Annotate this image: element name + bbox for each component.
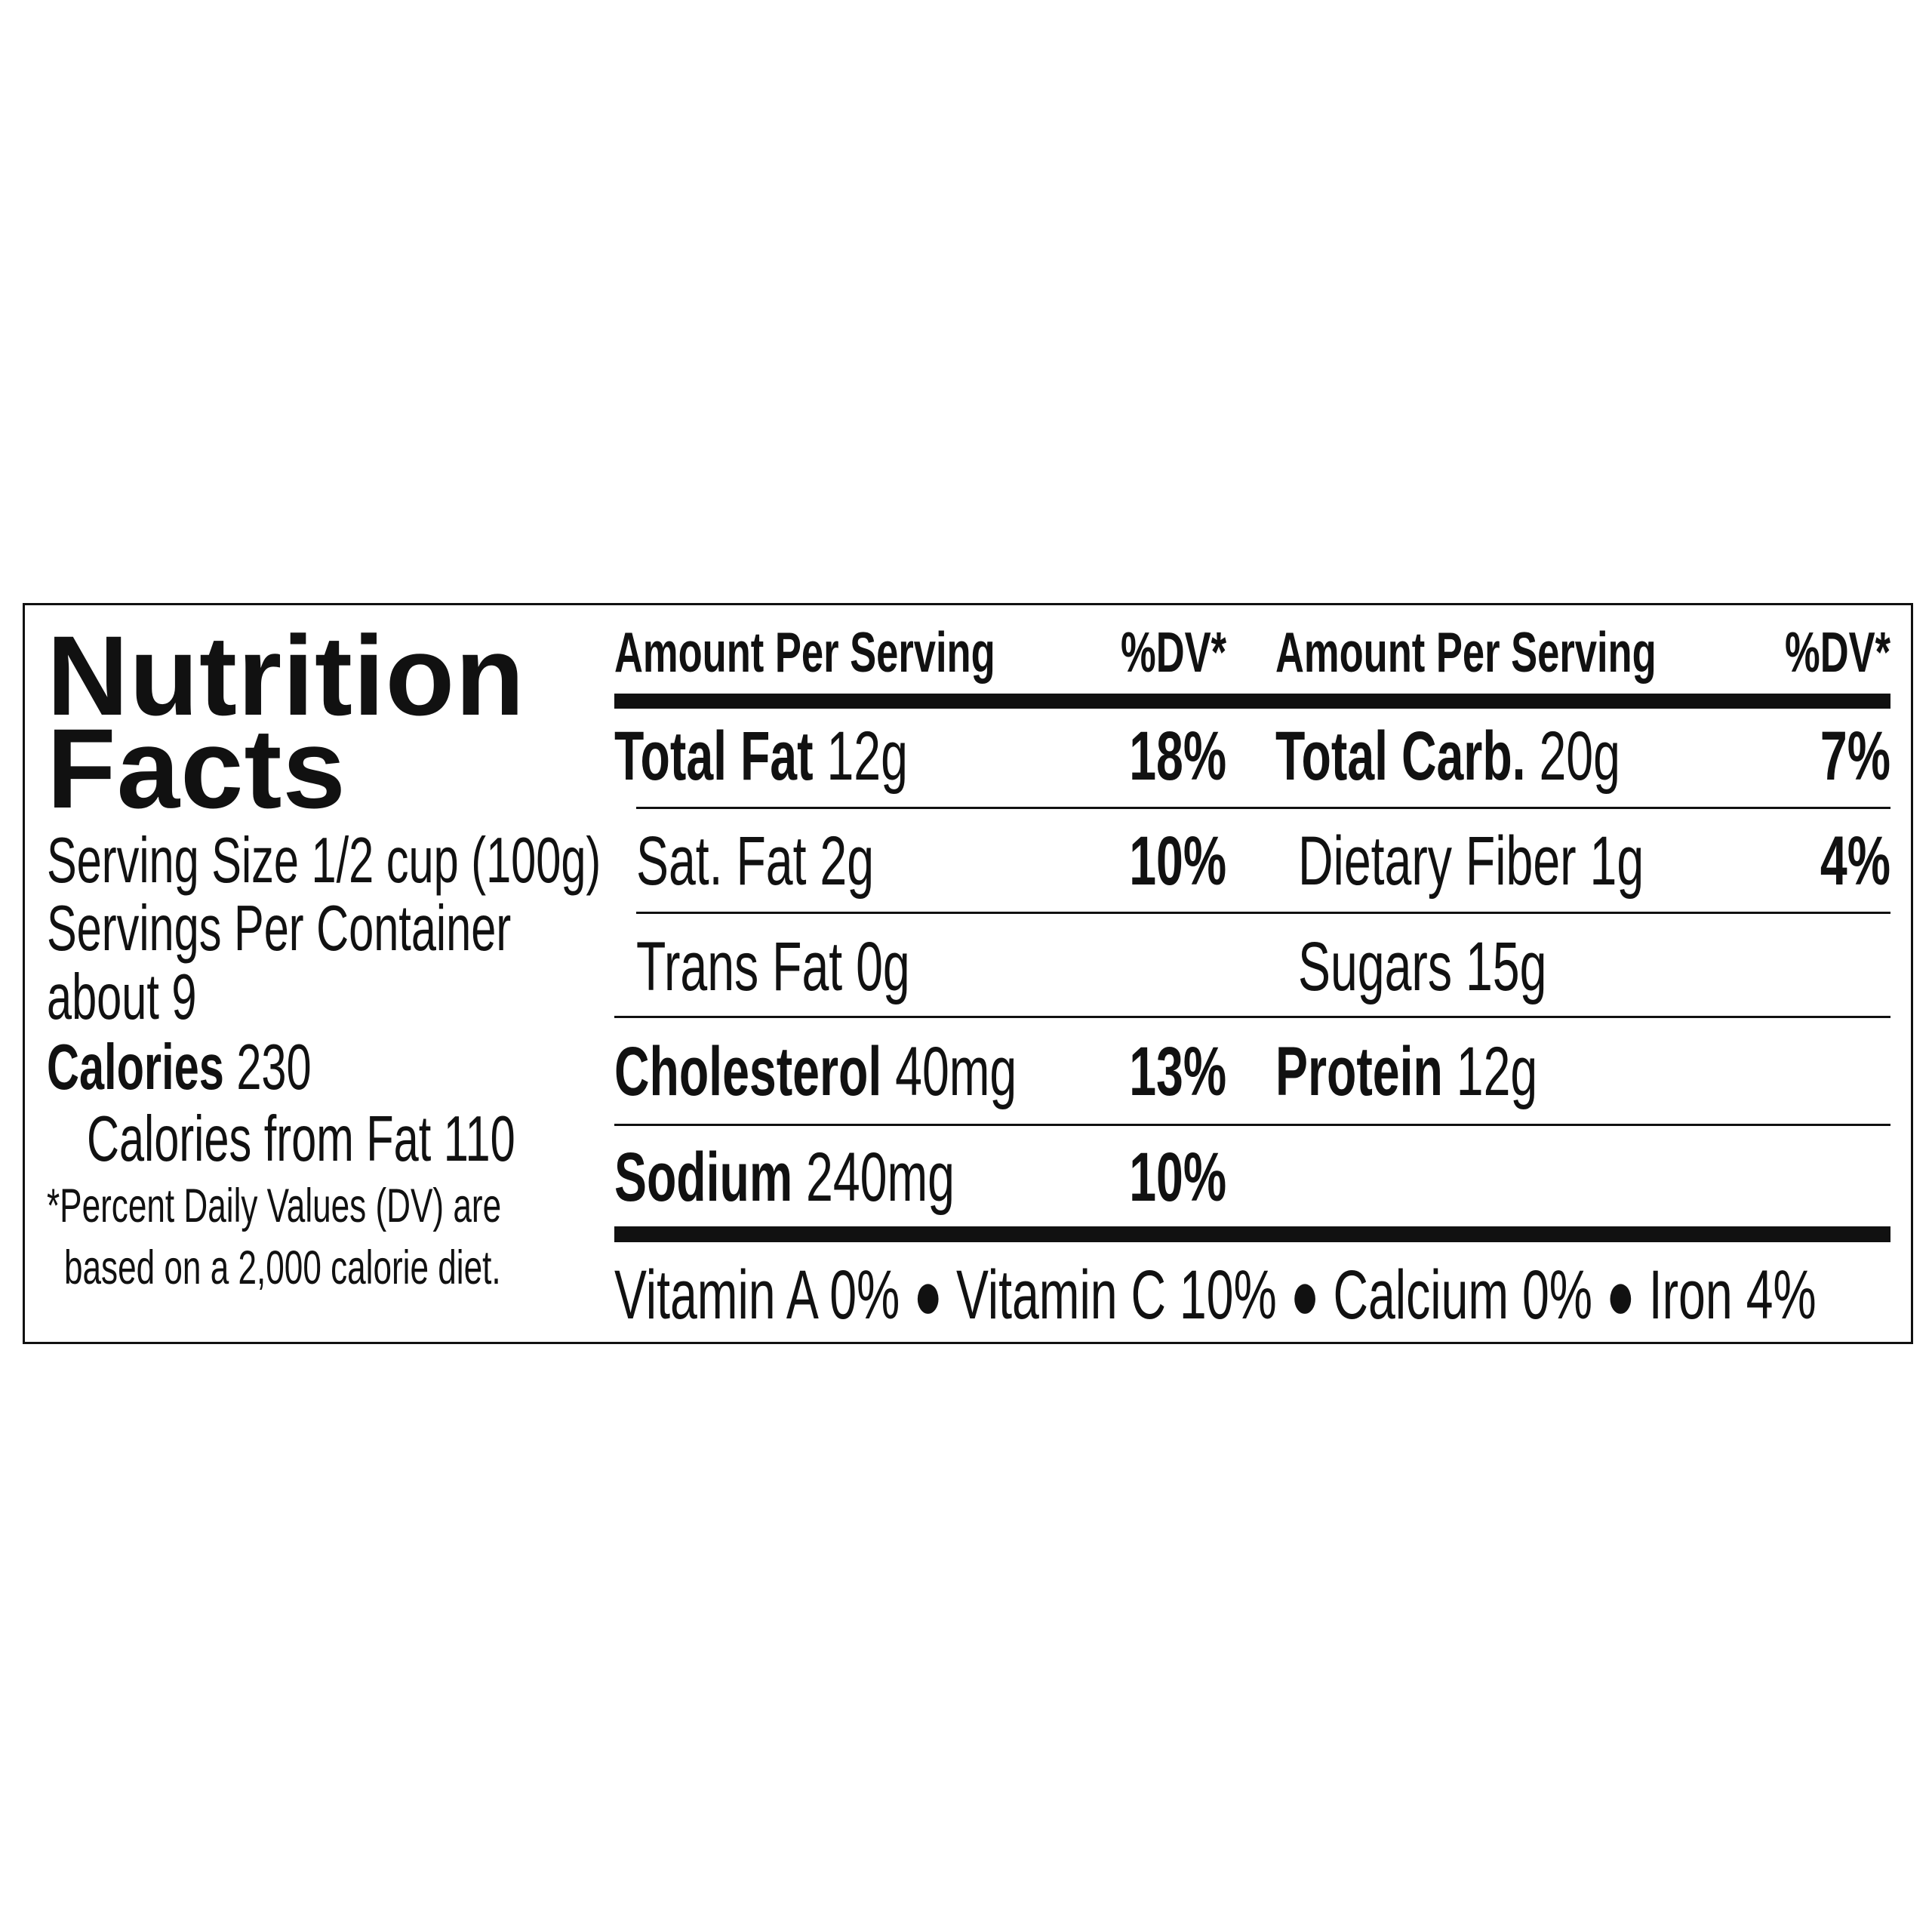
divider (636, 807, 1890, 809)
row-total-carb: Total Carb. 20g (1275, 721, 1620, 791)
dv-cholesterol: 13% (1129, 1033, 1226, 1110)
amount: 240mg (806, 1139, 955, 1216)
calories-label: Calories (47, 1032, 224, 1103)
row-trans-fat: Trans Fat 0g (636, 932, 910, 1001)
calories-value: 230 (236, 1032, 312, 1103)
label: Trans Fat (636, 928, 843, 1005)
row-sodium: Sodium 240mg (614, 1143, 955, 1212)
row-dietary-fiber: Dietary Fiber 1g (1298, 826, 1644, 896)
nutrition-facts-panel (23, 603, 1913, 1344)
vitamins-line: Vitamin A 0% ● Vitamin C 10% ● Calcium 0… (614, 1260, 1817, 1330)
amount: 1g (1589, 823, 1644, 900)
bullet-separator: ● (913, 1257, 943, 1334)
row-sugars: Sugars 15g (1298, 932, 1546, 1001)
row-total-fat: Total Fat 12g (614, 721, 908, 791)
dv-sat-fat: 10% (1129, 823, 1226, 900)
header-dv-right: %DV* (1784, 620, 1890, 684)
divider (636, 912, 1890, 914)
thick-divider-bottom (614, 1226, 1890, 1242)
label: Sat. Fat (636, 823, 807, 900)
label: Sugars (1298, 928, 1453, 1005)
row-cholesterol: Cholesterol 40mg (614, 1037, 1017, 1106)
amount: 2g (820, 823, 875, 900)
serving-size: Serving Size 1/2 cup (100g) (47, 825, 601, 897)
servings-per-container: Servings Per Container (47, 893, 512, 964)
amount: 20g (1539, 718, 1620, 795)
footnote-line-1: *Percent Daily Values (DV) are (47, 1180, 502, 1232)
amount: 0g (856, 928, 910, 1005)
vitamin-a: Vitamin A 0% (614, 1257, 900, 1334)
label: Protein (1275, 1033, 1443, 1110)
thick-divider-top (614, 694, 1890, 709)
row-protein: Protein 12g (1275, 1037, 1537, 1106)
divider (614, 1016, 1890, 1018)
iron: Iron 4% (1648, 1257, 1817, 1334)
label: Sodium (614, 1139, 793, 1216)
amount: 12g (1456, 1033, 1538, 1110)
header-amount-left: Amount Per Serving (614, 620, 995, 684)
amount: 15g (1465, 928, 1547, 1005)
vitamin-c: Vitamin C 10% (955, 1257, 1277, 1334)
bullet-separator: ● (1290, 1257, 1320, 1334)
dv-sodium: 10% (1129, 1139, 1226, 1216)
dv-total-carb: 7% (1820, 718, 1890, 795)
row-sat-fat: Sat. Fat 2g (636, 826, 874, 896)
calories: Calories 230 (47, 1035, 312, 1100)
footnote-line-2: based on a 2,000 calorie diet. (64, 1241, 501, 1294)
dv-total-fat: 18% (1129, 718, 1226, 795)
amount: 12g (826, 718, 908, 795)
label: Total Carb. (1275, 718, 1526, 795)
amount: 40mg (895, 1033, 1017, 1110)
title-nutrition: Nutrition (47, 612, 525, 739)
servings-value: about 9 (47, 961, 197, 1033)
title-facts: Facts (47, 705, 346, 832)
label: Total Fat (614, 718, 814, 795)
header-amount-right: Amount Per Serving (1275, 620, 1657, 684)
label: Cholesterol (614, 1033, 882, 1110)
bullet-separator: ● (1605, 1257, 1635, 1334)
label: Dietary Fiber (1298, 823, 1577, 900)
calcium: Calcium 0% (1333, 1257, 1593, 1334)
dv-dietary-fiber: 4% (1820, 823, 1890, 900)
calories-from-fat: Calories from Fat 110 (87, 1103, 515, 1175)
divider (614, 1124, 1890, 1126)
header-dv-left: %DV* (1120, 620, 1226, 684)
